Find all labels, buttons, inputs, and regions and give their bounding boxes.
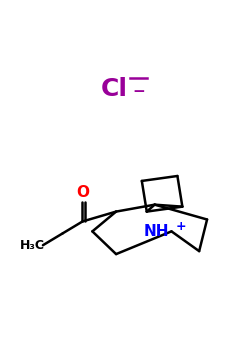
Text: O: O [76, 185, 89, 200]
Text: H₃C: H₃C [20, 239, 45, 252]
Text: Cl: Cl [100, 77, 127, 101]
Text: −: − [132, 84, 145, 99]
Text: +: + [176, 220, 187, 233]
Text: NH: NH [144, 224, 170, 239]
